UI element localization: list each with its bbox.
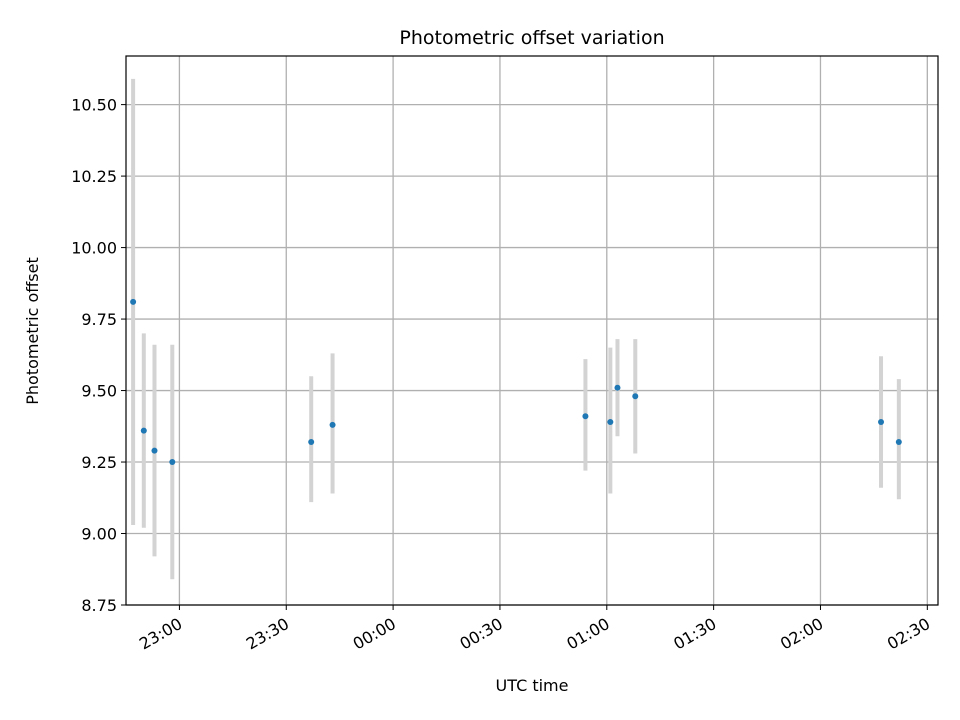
data-point (308, 439, 315, 446)
y-axis-label: Photometric offset (23, 257, 42, 405)
y-tick-label: 9.00 (81, 525, 117, 544)
data-point (130, 298, 137, 305)
grid (126, 56, 938, 606)
chart-title: Photometric offset variation (399, 27, 664, 49)
x-tick-label: 01:00 (563, 614, 612, 654)
data-point (329, 421, 336, 428)
data-point (632, 393, 639, 400)
y-axis-ticks: 8.75 9.00 9.25 9.50 9.75 10.00 10.25 10.50 (71, 96, 126, 615)
x-axis-ticks: 23:00 23:30 00:00 00:30 01:00 01:30 02:00 02:30 (136, 605, 933, 654)
y-tick-label: 8.75 (81, 596, 117, 615)
y-tick-label: 9.75 (81, 310, 117, 329)
plot-frame (125, 55, 939, 606)
x-tick-label: 23:00 (136, 614, 185, 654)
data-point (169, 459, 176, 466)
x-tick-label: 00:30 (457, 614, 506, 654)
data-point (607, 419, 614, 425)
y-tick-label: 9.50 (81, 382, 117, 401)
y-tick-label: 10.50 (71, 96, 117, 115)
data-point (878, 419, 885, 425)
data-point (140, 427, 147, 434)
error-bars (131, 78, 901, 580)
x-tick-label: 00:00 (350, 614, 399, 654)
data-point (151, 447, 158, 454)
data-points (130, 298, 902, 466)
x-axis-label: UTC time (496, 676, 569, 695)
x-tick-label: 02:00 (777, 614, 826, 654)
x-tick-label: 01:30 (670, 614, 719, 654)
data-point (614, 384, 621, 391)
y-tick-label: 9.25 (81, 453, 117, 472)
x-tick-label: 23:30 (243, 614, 292, 654)
y-tick-label: 10.00 (71, 239, 117, 258)
data-point (582, 413, 589, 420)
x-tick-label: 02:30 (884, 614, 933, 654)
y-tick-label: 10.25 (71, 167, 117, 186)
data-point (895, 439, 902, 446)
